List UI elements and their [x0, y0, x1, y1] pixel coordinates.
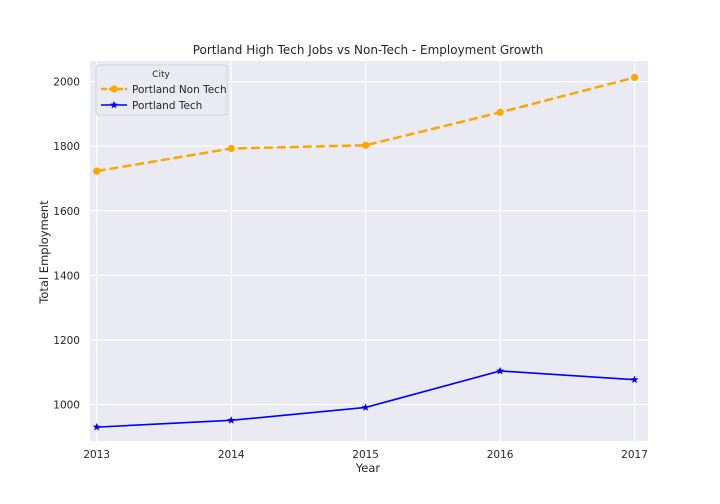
series-line-portland-non-tech [96, 76, 635, 173]
y-tick-label: 1000 [53, 400, 80, 412]
y-tick-label: 2000 [53, 77, 80, 89]
legend-title: City [152, 70, 170, 80]
legend-marker-portland-tech [110, 100, 118, 109]
data-point-portland-non-tech [93, 167, 101, 175]
data-point-portland-tech [92, 422, 101, 431]
data-point-portland-non-tech [630, 73, 639, 82]
y-tick-label: 1400 [53, 270, 80, 282]
data-point-portland-non-tech [227, 144, 235, 153]
x-tick-label: 2017 [621, 449, 648, 461]
x-axis-label: Year [355, 461, 381, 475]
data-point-portland-tech [227, 416, 236, 424]
data-point-portland-non-tech [362, 141, 370, 149]
y-tick-label: 1200 [53, 335, 80, 347]
data-point-portland-non-tech [496, 108, 504, 116]
legend-box [95, 64, 228, 116]
y-tick-label: 1800 [53, 141, 80, 153]
legend-marker-portland-non-tech [110, 85, 118, 93]
series-layer [92, 73, 639, 431]
data-point-portland-tech [361, 403, 370, 411]
plot-area [90, 61, 648, 441]
x-tick-label: 2016 [487, 449, 514, 461]
y-tick-label: 1600 [53, 206, 80, 218]
y-axis-label: Total Employment [37, 200, 51, 305]
data-point-portland-tech [630, 375, 639, 384]
x-tick-label: 2013 [83, 449, 110, 461]
legend-label-portland-non-tech: Portland Non Tech [132, 84, 227, 96]
x-tick-label: 2014 [218, 449, 245, 461]
legend-label-portland-tech: Portland Tech [132, 100, 202, 112]
chart-title: Portland High Tech Jobs vs Non-Tech - Em… [193, 43, 544, 57]
x-tick-label: 2015 [352, 449, 379, 461]
ticks: 2013 2014 2015 2016 2017 1000 1200 1400 1600 1800… [53, 77, 648, 461]
data-point-portland-tech [496, 366, 505, 375]
legend: City Portland Non Tech Portland Tech [95, 64, 228, 116]
